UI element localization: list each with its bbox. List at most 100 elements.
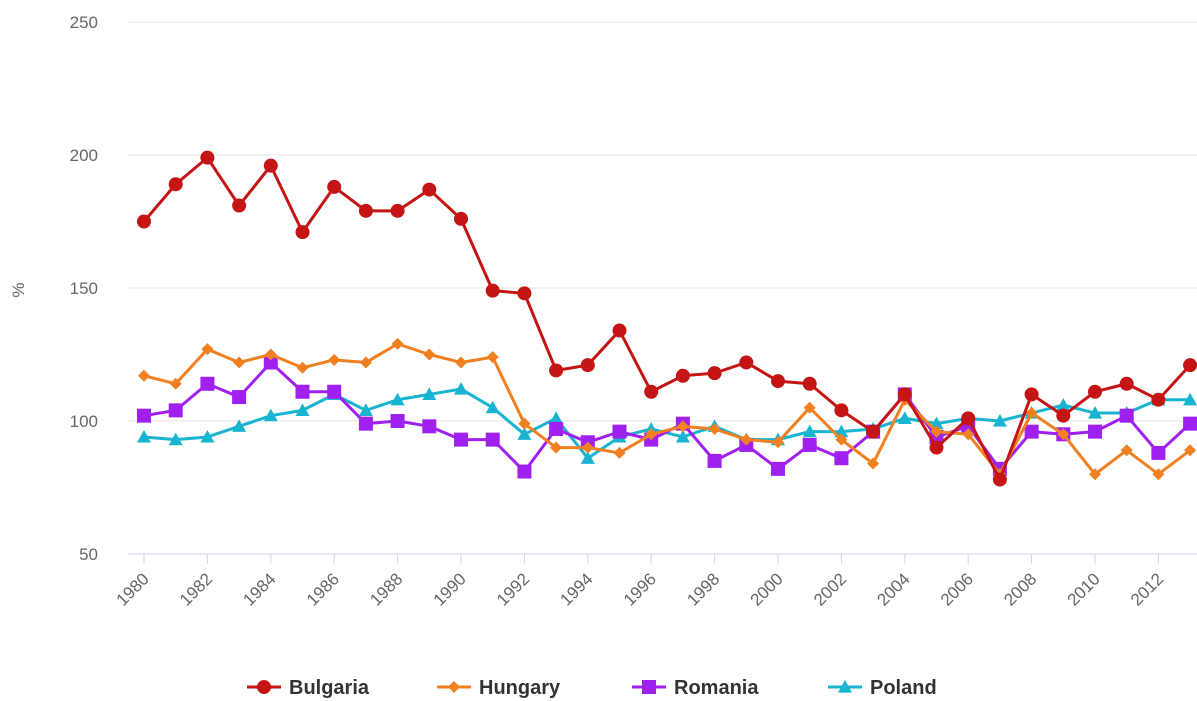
poland-point[interactable]	[992, 414, 1007, 427]
romania-point[interactable]	[485, 432, 500, 447]
hungary-point[interactable]	[391, 337, 404, 350]
hungary-point[interactable]	[772, 436, 784, 449]
poland-point[interactable]	[897, 411, 912, 424]
bulgaria-point[interactable]	[168, 177, 183, 192]
bulgaria-point[interactable]	[897, 387, 912, 402]
hungary-point[interactable]	[296, 361, 309, 374]
bulgaria-point[interactable]	[1024, 387, 1039, 402]
romania-point[interactable]	[707, 453, 722, 468]
bulgaria-point[interactable]	[675, 368, 690, 383]
hungary-point[interactable]	[835, 433, 848, 446]
hungary-point[interactable]	[676, 420, 689, 433]
bulgaria-point[interactable]	[1088, 384, 1102, 399]
bulgaria-point[interactable]	[771, 374, 785, 389]
poland-point[interactable]	[644, 421, 659, 435]
hungary-point[interactable]	[1152, 468, 1165, 481]
romania-point[interactable]	[390, 414, 405, 428]
legend-marker-poland[interactable]	[838, 680, 852, 693]
bulgaria-point[interactable]	[390, 203, 405, 218]
legend-marker-hungary[interactable]	[448, 681, 460, 693]
legend-item-romania[interactable]: Romania	[632, 677, 759, 699]
bulgaria-point[interactable]	[517, 286, 532, 301]
bulgaria-point[interactable]	[232, 198, 247, 213]
poland-point[interactable]	[422, 387, 437, 400]
poland-point[interactable]	[263, 408, 278, 422]
bulgaria-point[interactable]	[327, 179, 342, 194]
hungary-point[interactable]	[613, 446, 626, 459]
bulgaria-point[interactable]	[137, 214, 151, 229]
hungary-point[interactable]	[803, 401, 816, 414]
bulgaria-point[interactable]	[358, 203, 373, 218]
bulgaria-point[interactable]	[1119, 376, 1134, 391]
poland-point[interactable]	[802, 424, 817, 438]
poland-point[interactable]	[485, 400, 500, 414]
romania-point[interactable]	[771, 461, 785, 476]
poland-point[interactable]	[137, 429, 151, 443]
legend-item-bulgaria[interactable]: Bulgaria	[247, 677, 370, 699]
poland-point[interactable]	[675, 429, 690, 443]
romania-point[interactable]	[612, 424, 627, 439]
romania-point[interactable]	[1183, 416, 1197, 431]
romania-point[interactable]	[263, 355, 278, 370]
bulgaria-point[interactable]	[802, 376, 817, 391]
poland-point[interactable]	[454, 382, 468, 395]
romania-point[interactable]	[1151, 445, 1166, 460]
hungary-point[interactable]	[328, 353, 341, 366]
romania-point[interactable]	[1088, 424, 1102, 439]
hungary-point[interactable]	[1120, 444, 1133, 457]
hungary-point[interactable]	[264, 348, 277, 361]
poland-point[interactable]	[1056, 398, 1071, 411]
poland-point[interactable]	[517, 427, 532, 440]
bulgaria-point[interactable]	[200, 150, 215, 165]
romania-point[interactable]	[1119, 408, 1134, 423]
bulgaria-point[interactable]	[834, 403, 849, 418]
romania-point[interactable]	[549, 421, 564, 436]
poland-point[interactable]	[390, 392, 405, 406]
bulgaria-point[interactable]	[454, 211, 468, 226]
romania-point[interactable]	[422, 419, 437, 434]
bulgaria-point[interactable]	[929, 440, 944, 455]
poland-point[interactable]	[1088, 406, 1102, 419]
bulgaria-point[interactable]	[707, 366, 722, 381]
hungary-point[interactable]	[201, 343, 214, 356]
legend-marker-romania[interactable]	[642, 680, 656, 694]
bulgaria-point[interactable]	[1056, 408, 1071, 423]
romania-point[interactable]	[232, 390, 247, 405]
bulgaria-point[interactable]	[739, 355, 754, 370]
romania-point[interactable]	[327, 384, 342, 399]
bulgaria-point[interactable]	[866, 424, 881, 439]
legend-item-hungary[interactable]: Hungary	[437, 677, 561, 699]
romania-point[interactable]	[295, 384, 310, 399]
hungary-point[interactable]	[1089, 468, 1101, 481]
hungary-point[interactable]	[455, 356, 467, 369]
bulgaria-point[interactable]	[961, 411, 976, 426]
romania-point[interactable]	[454, 432, 468, 447]
hungary-point[interactable]	[740, 433, 753, 446]
hungary-point[interactable]	[645, 428, 658, 441]
hungary-point[interactable]	[233, 356, 246, 369]
hungary-point[interactable]	[930, 425, 943, 438]
romania-point[interactable]	[168, 403, 183, 418]
hungary-point[interactable]	[1025, 407, 1038, 420]
poland-point[interactable]	[232, 419, 247, 432]
romania-point[interactable]	[517, 464, 532, 479]
hungary-point[interactable]	[1057, 428, 1070, 441]
bulgaria-point[interactable]	[1151, 392, 1166, 407]
romania-point[interactable]	[137, 408, 151, 423]
romania-point[interactable]	[802, 437, 817, 452]
legend-item-poland[interactable]: Poland	[828, 677, 937, 699]
romania-point[interactable]	[358, 416, 373, 431]
bulgaria-point[interactable]	[1183, 358, 1197, 373]
hungary-point[interactable]	[962, 428, 975, 441]
hungary-point[interactable]	[518, 417, 531, 430]
hungary-point[interactable]	[581, 441, 594, 454]
hungary-point[interactable]	[169, 377, 182, 390]
bulgaria-point[interactable]	[549, 363, 564, 378]
bulgaria-point[interactable]	[992, 472, 1007, 487]
poland-point[interactable]	[580, 451, 595, 464]
romania-point[interactable]	[1024, 424, 1039, 439]
hungary-point[interactable]	[550, 441, 563, 454]
poland-point[interactable]	[549, 411, 564, 424]
poland-point[interactable]	[200, 429, 215, 443]
poland-point[interactable]	[1183, 392, 1197, 406]
